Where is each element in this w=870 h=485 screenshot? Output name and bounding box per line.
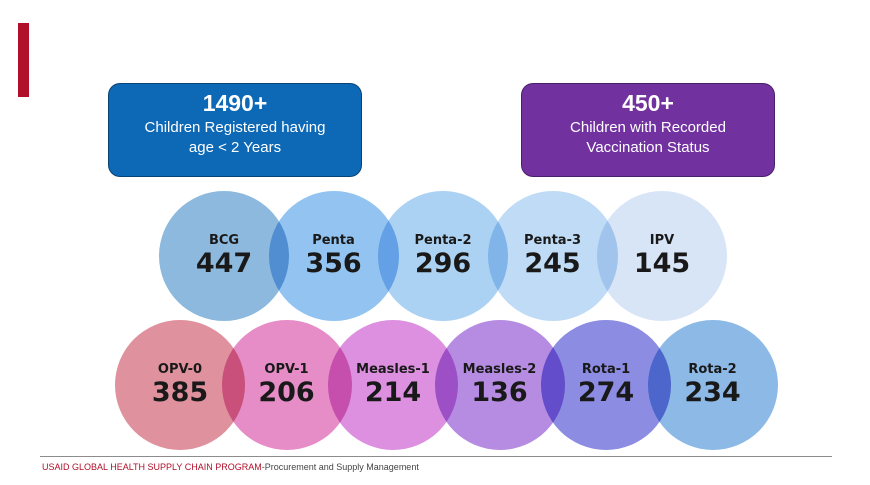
vaccine-count: 356 bbox=[305, 248, 362, 279]
vaccine-name: OPV-1 bbox=[264, 362, 309, 377]
footer-subtitle: -Procurement and Supply Management bbox=[261, 462, 419, 472]
vaccine-name: Measles-2 bbox=[462, 362, 537, 377]
vaccine-count: 274 bbox=[577, 377, 635, 408]
vaccine-count: 234 bbox=[684, 377, 741, 408]
accent-bar bbox=[18, 23, 29, 97]
vaccine-count: 385 bbox=[151, 377, 209, 408]
vaccine-count: 145 bbox=[633, 248, 691, 279]
footer-org: USAID GLOBAL HEALTH SUPPLY CHAIN PROGRAM bbox=[42, 462, 262, 472]
vaccine-circle-penta: Penta 356 bbox=[268, 191, 399, 321]
registered-children-text: Children Registered having age < 2 Years bbox=[144, 119, 326, 156]
vaccine-name: Penta-2 bbox=[414, 233, 472, 248]
vaccine-circle-bcg: BCG 447 bbox=[159, 191, 289, 321]
vaccination-status-text: Children with Recorded Vaccination Statu… bbox=[570, 119, 726, 156]
vaccine-circle-penta-2: Penta-2 296 bbox=[378, 191, 508, 321]
vaccine-count: 136 bbox=[471, 377, 528, 408]
vaccine-circle-rota-2: Rota-2 234 bbox=[647, 320, 778, 450]
vaccination-status-label: Children with Recorded Vaccination Statu… bbox=[558, 118, 738, 158]
vaccine-count: 214 bbox=[364, 377, 422, 408]
vaccine-name: Penta-3 bbox=[523, 233, 582, 248]
footer: USAID GLOBAL HEALTH SUPPLY CHAIN PROGRAM… bbox=[42, 462, 419, 472]
vaccination-status-count: 450+ bbox=[622, 90, 674, 116]
vaccine-name: Rota-1 bbox=[581, 362, 631, 377]
registered-children-box: 1490+ Children Registered having age < 2… bbox=[108, 83, 362, 177]
vaccine-count: 206 bbox=[258, 377, 315, 408]
vaccine-circle-penta-3: Penta-3 245 bbox=[487, 191, 618, 321]
vaccine-name: OPV-0 bbox=[157, 362, 203, 377]
vaccine-name: Measles-1 bbox=[356, 362, 430, 377]
registered-children-count: 1490+ bbox=[202, 90, 268, 116]
vaccine-name: IPV bbox=[649, 233, 675, 248]
vaccine-circle-ipv: IPV 145 bbox=[597, 191, 727, 321]
vaccine-count: 296 bbox=[414, 248, 472, 279]
vaccine-name: Rota-2 bbox=[688, 362, 737, 377]
vaccine-count: 447 bbox=[195, 248, 253, 279]
vaccine-count: 245 bbox=[524, 248, 581, 279]
registered-children-label: Children Registered having age < 2 Years bbox=[130, 118, 340, 158]
vaccine-name: BCG bbox=[208, 233, 240, 248]
vaccine-name: Penta bbox=[312, 233, 355, 248]
footer-divider bbox=[40, 456, 832, 457]
vaccination-status-box: 450+ Children with Recorded Vaccination … bbox=[521, 83, 775, 177]
